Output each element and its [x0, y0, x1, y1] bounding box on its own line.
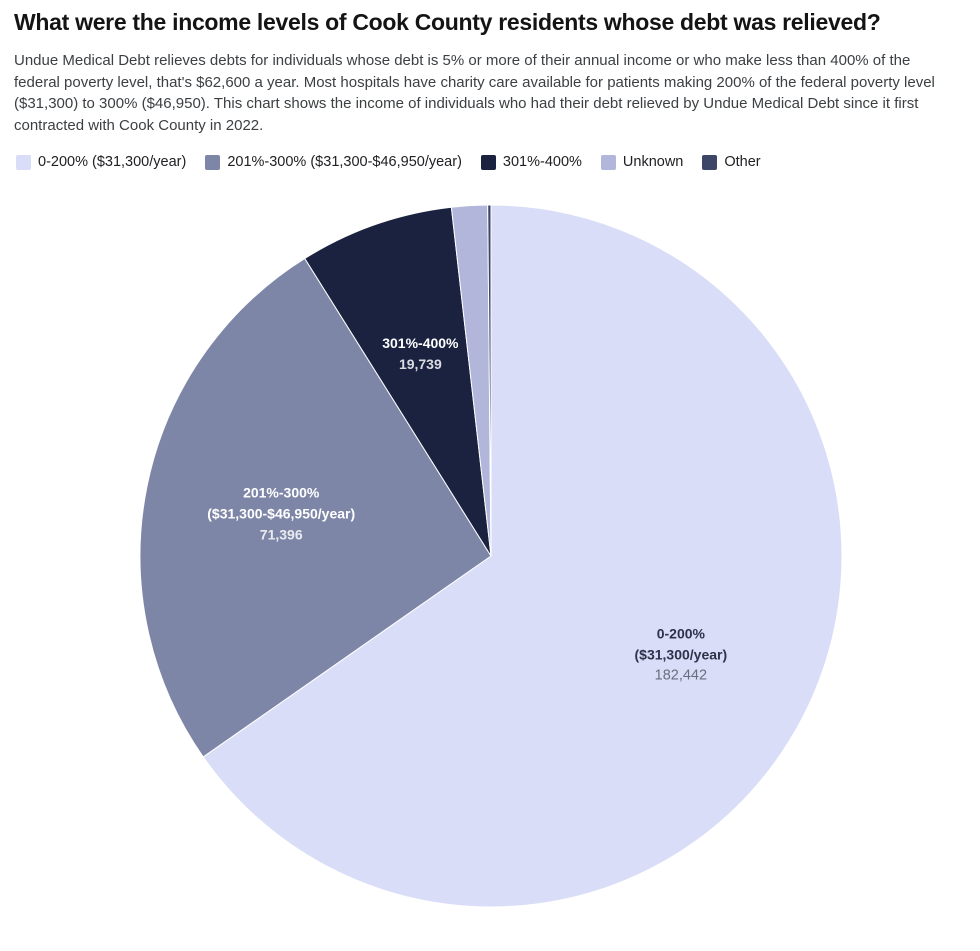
legend-swatch-icon — [16, 154, 31, 170]
legend-item-1: 201%-300% ($31,300-$46,950/year) — [205, 154, 462, 170]
legend-swatch-icon — [702, 154, 718, 170]
legend-swatch-icon — [480, 154, 496, 170]
legend-item-2: 301%-400% — [480, 154, 582, 171]
pie-slice-2[interactable] — [304, 207, 492, 557]
legend-label: 0-200% ($31,300/year) — [38, 154, 187, 171]
legend-label: Unknown — [622, 154, 684, 171]
chart-subtitle: Undue Medical Debt relieves debts for in… — [14, 52, 935, 134]
legend-label: 301%-400% — [502, 154, 582, 171]
pie-slice-1[interactable] — [139, 258, 492, 758]
chart-title: What were the income levels of Cook Coun… — [14, 9, 881, 35]
legend-swatch-icon — [600, 154, 616, 170]
chart-legend: 0-200% ($31,300/year) 201%-300% ($31,300-… — [0, 154, 980, 170]
pie-slice-0[interactable] — [202, 204, 843, 908]
pie-slice-4[interactable] — [487, 204, 492, 557]
legend-label: Other — [724, 154, 761, 171]
legend-swatch-icon — [205, 154, 221, 170]
legend-label: 201%-300% ($31,300-$46,950/year) — [227, 154, 462, 171]
legend-item-3: Unknown — [600, 154, 684, 171]
legend-item-0: 0-200% ($31,300/year) — [16, 154, 186, 170]
pie-chart: 0-200% ($31,300/year) 182,442 201%-300% ($31… — [0, 203, 980, 917]
legend-item-4: Other — [702, 154, 761, 171]
